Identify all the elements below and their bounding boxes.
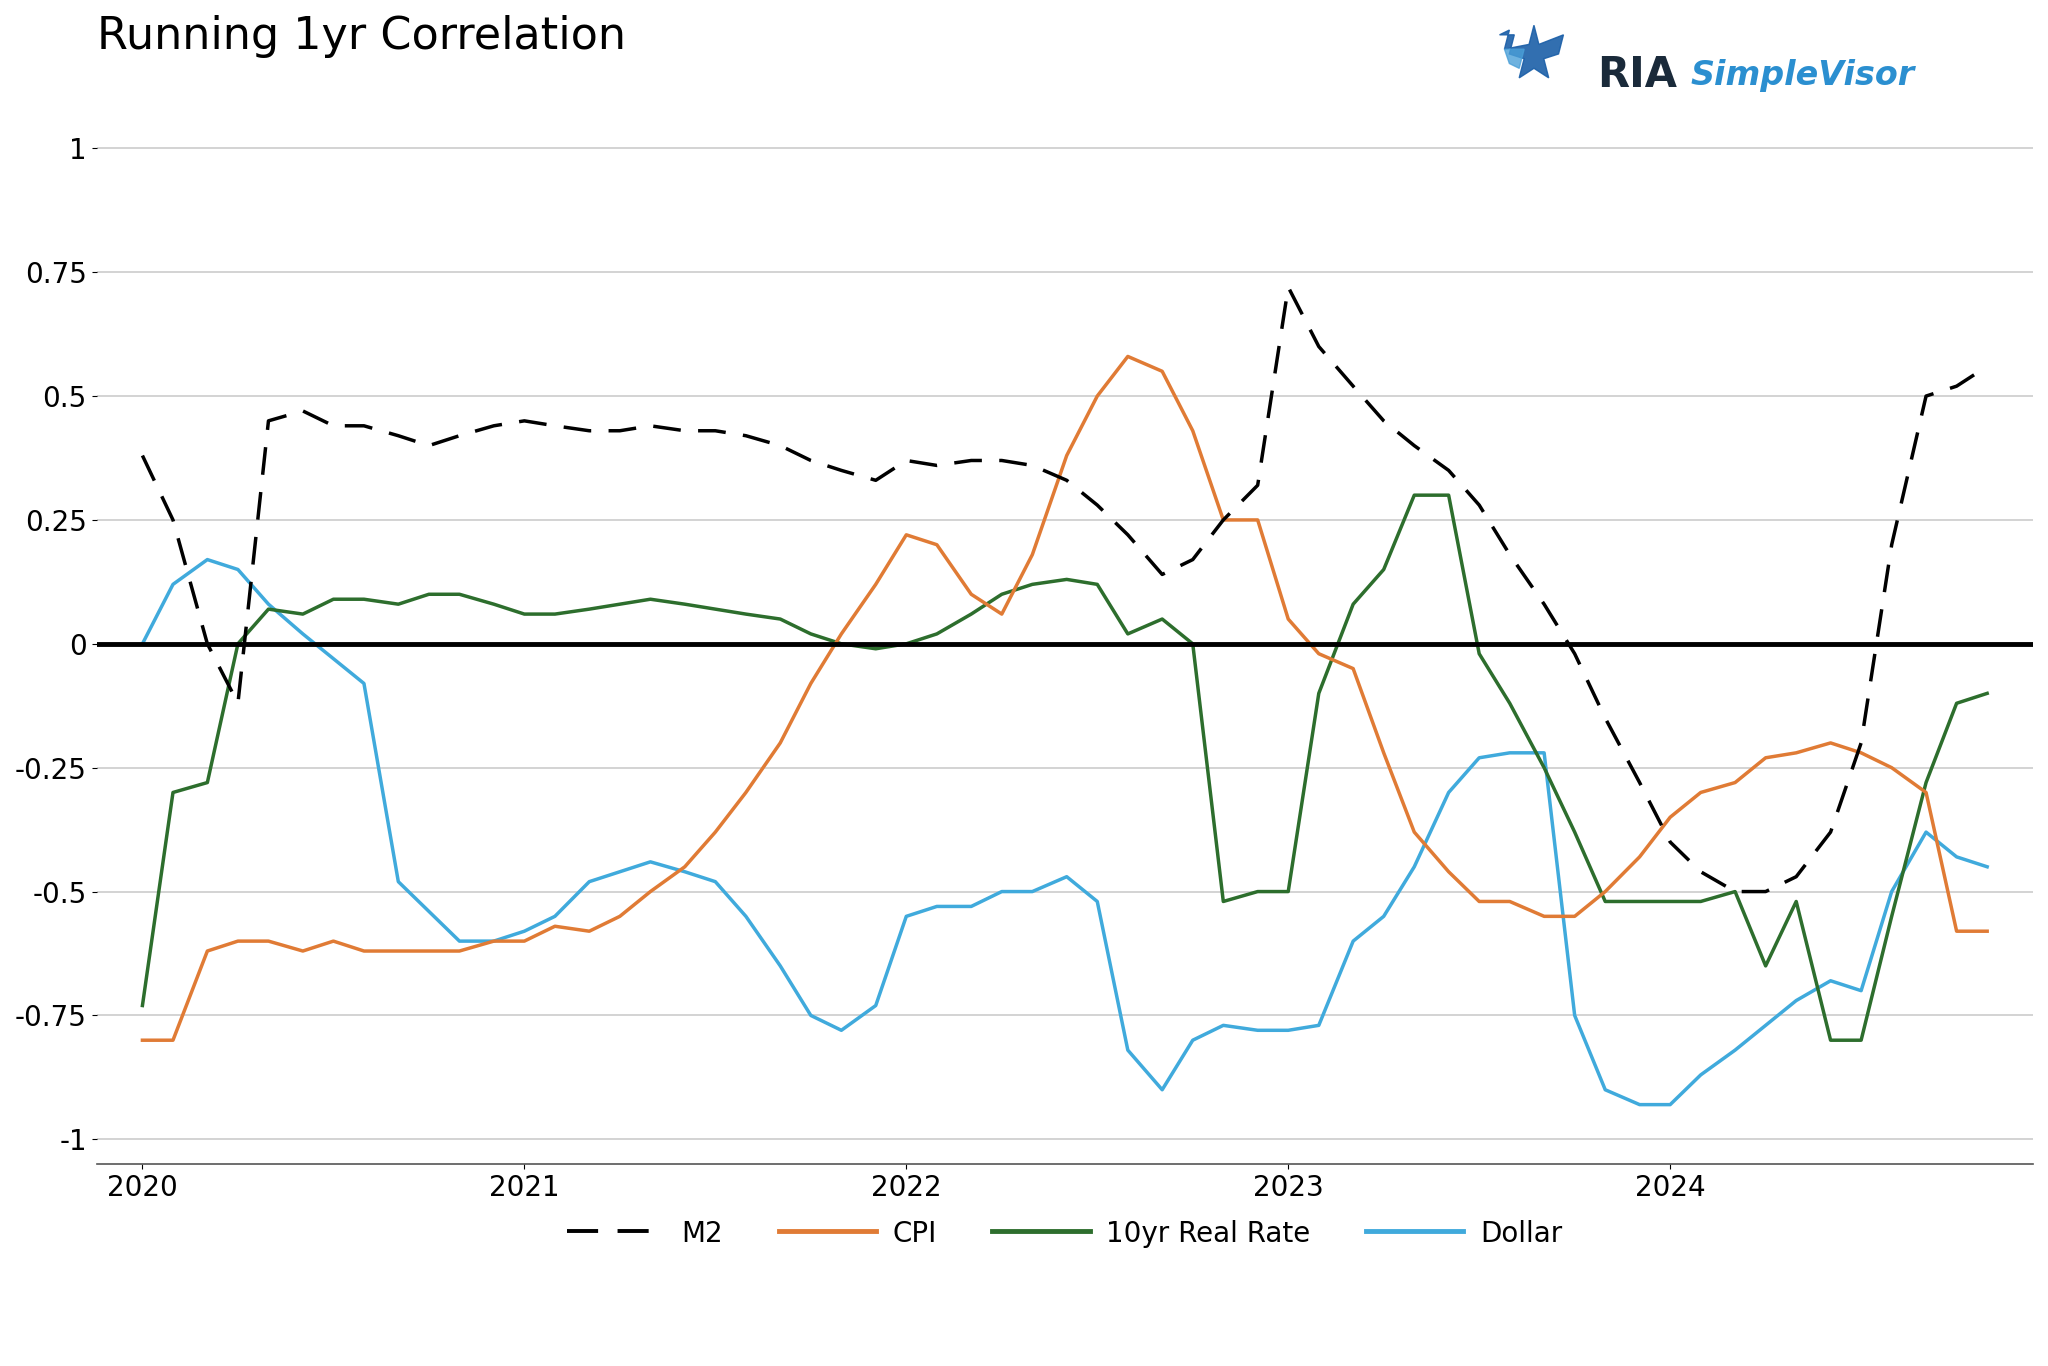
Legend: M2, CPI, 10yr Real Rate, Dollar: M2, CPI, 10yr Real Rate, Dollar (557, 1209, 1573, 1259)
Polygon shape (1505, 49, 1524, 68)
Text: Running 1yr Correlation: Running 1yr Correlation (96, 15, 625, 57)
Text: RIA: RIA (1597, 55, 1677, 96)
Polygon shape (1499, 25, 1563, 78)
Text: SimpleVisor: SimpleVisor (1692, 59, 1915, 92)
